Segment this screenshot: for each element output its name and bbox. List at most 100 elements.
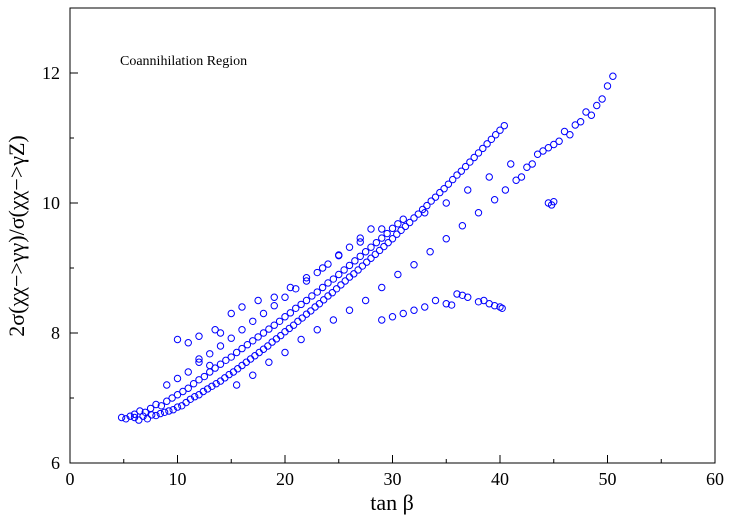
data-point xyxy=(367,243,375,251)
data-point xyxy=(216,329,225,337)
data-point xyxy=(165,407,173,415)
data-point xyxy=(444,180,453,188)
data-point xyxy=(401,222,410,231)
data-point xyxy=(156,409,165,418)
data-point xyxy=(380,242,388,251)
data-point xyxy=(227,309,235,318)
data-point xyxy=(318,264,327,272)
x-tick-label: 0 xyxy=(66,469,75,489)
data-point xyxy=(474,298,483,306)
data-point xyxy=(388,224,397,233)
data-point xyxy=(249,317,257,325)
data-point xyxy=(356,252,364,260)
data-point xyxy=(270,321,278,329)
data-point xyxy=(426,248,434,256)
data-point xyxy=(466,158,474,166)
data-point xyxy=(378,316,386,324)
data-points xyxy=(117,72,617,424)
data-point xyxy=(254,333,262,341)
data-point xyxy=(255,348,263,357)
data-point xyxy=(195,355,203,363)
data-point xyxy=(337,281,345,289)
data-point xyxy=(184,368,192,376)
data-point xyxy=(259,309,268,318)
data-point xyxy=(251,352,259,360)
data-point xyxy=(268,338,276,346)
data-point xyxy=(222,356,230,364)
data-point xyxy=(340,266,348,274)
data-point xyxy=(490,196,499,204)
data-point xyxy=(249,371,257,379)
data-point xyxy=(211,326,219,334)
data-point xyxy=(195,332,203,340)
data-point xyxy=(576,118,585,126)
data-point xyxy=(307,307,315,315)
data-point xyxy=(286,309,295,317)
data-point xyxy=(442,235,450,243)
data-point xyxy=(270,302,278,310)
data-point xyxy=(442,300,450,308)
data-point xyxy=(313,268,321,277)
data-point xyxy=(498,304,506,312)
data-point xyxy=(507,160,515,168)
data-point xyxy=(358,262,367,270)
data-point xyxy=(512,176,520,184)
data-point xyxy=(182,398,190,407)
data-point xyxy=(371,250,379,259)
data-point xyxy=(238,344,246,353)
data-point xyxy=(560,127,569,136)
data-point xyxy=(200,372,209,381)
data-point xyxy=(324,292,332,300)
data-point xyxy=(281,348,289,357)
data-point xyxy=(281,328,289,336)
data-point xyxy=(130,410,139,418)
data-point xyxy=(302,274,311,282)
data-point xyxy=(609,72,617,80)
data-point xyxy=(294,317,302,325)
x-tick-label: 20 xyxy=(276,469,294,489)
data-point xyxy=(243,341,252,349)
data-point xyxy=(324,260,332,268)
data-point xyxy=(206,350,214,358)
data-point xyxy=(485,173,493,181)
data-point xyxy=(238,326,246,334)
data-point xyxy=(490,302,499,310)
data-point xyxy=(470,153,478,162)
data-point xyxy=(423,201,431,210)
data-point xyxy=(302,277,311,285)
data-point xyxy=(449,175,457,184)
data-point xyxy=(117,413,126,422)
data-point xyxy=(571,121,579,129)
data-point xyxy=(375,246,384,255)
data-point xyxy=(582,108,590,116)
data-point xyxy=(232,381,241,389)
data-point xyxy=(286,283,295,292)
data-point xyxy=(410,306,418,314)
data-point xyxy=(238,303,246,311)
data-point xyxy=(216,342,225,350)
data-point xyxy=(297,300,305,309)
data-point xyxy=(550,140,558,149)
data-point xyxy=(163,381,171,389)
data-point xyxy=(361,296,370,305)
data-point xyxy=(351,257,359,265)
data-point xyxy=(313,288,321,296)
data-point xyxy=(461,162,470,171)
data-point xyxy=(335,270,343,279)
x-axis-title: tan β xyxy=(370,490,414,515)
data-point xyxy=(480,296,488,305)
data-point xyxy=(383,229,391,238)
data-point xyxy=(184,339,192,347)
data-point xyxy=(191,393,199,401)
data-point xyxy=(320,296,328,304)
y-tick-label: 10 xyxy=(42,193,60,213)
data-point xyxy=(394,270,402,279)
data-point xyxy=(458,291,467,299)
x-tick-label: 60 xyxy=(706,469,724,489)
data-point xyxy=(335,251,343,259)
data-point xyxy=(173,335,182,344)
data-point xyxy=(544,144,553,152)
data-point xyxy=(593,101,601,110)
data-point xyxy=(152,400,160,409)
data-point xyxy=(143,415,152,423)
